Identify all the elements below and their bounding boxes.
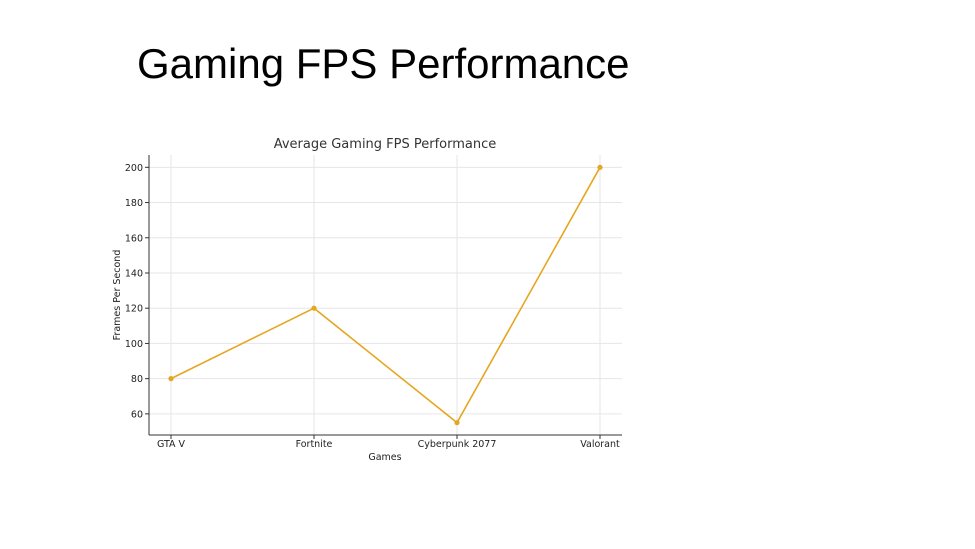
y-axis-label: Frames Per Second <box>112 250 123 341</box>
data-point <box>311 305 317 311</box>
x-tick-label: Fortnite <box>296 439 333 450</box>
y-tick-label: 160 <box>125 233 143 244</box>
x-tick-label: GTA V <box>157 439 186 450</box>
y-tick-label: 140 <box>125 268 143 279</box>
gridlines <box>149 155 622 435</box>
y-tick-label: 200 <box>125 163 143 174</box>
x-tick-label: Valorant <box>580 439 620 450</box>
y-tick-label: 80 <box>131 374 143 385</box>
x-axis-label: Games <box>368 452 401 463</box>
y-ticks: 60 80 100 120 140 160 180 200 <box>125 163 149 420</box>
data-point <box>597 164 603 170</box>
series-line <box>170 166 601 424</box>
y-tick-label: 120 <box>125 304 143 315</box>
y-tick-label: 60 <box>131 409 143 420</box>
y-tick-label: 180 <box>125 198 143 209</box>
x-tick-label: Cyberpunk 2077 <box>418 439 497 450</box>
x-ticks: GTA V Fortnite Cyberpunk 2077 Valorant <box>157 435 620 450</box>
axes <box>148 155 622 436</box>
series-layer <box>168 164 603 426</box>
chart-title: Average Gaming FPS Performance <box>274 137 497 152</box>
data-point <box>168 376 174 382</box>
data-point <box>454 420 460 426</box>
y-tick-label: 100 <box>125 339 143 350</box>
slide-title: Gaming FPS Performance <box>137 40 630 87</box>
